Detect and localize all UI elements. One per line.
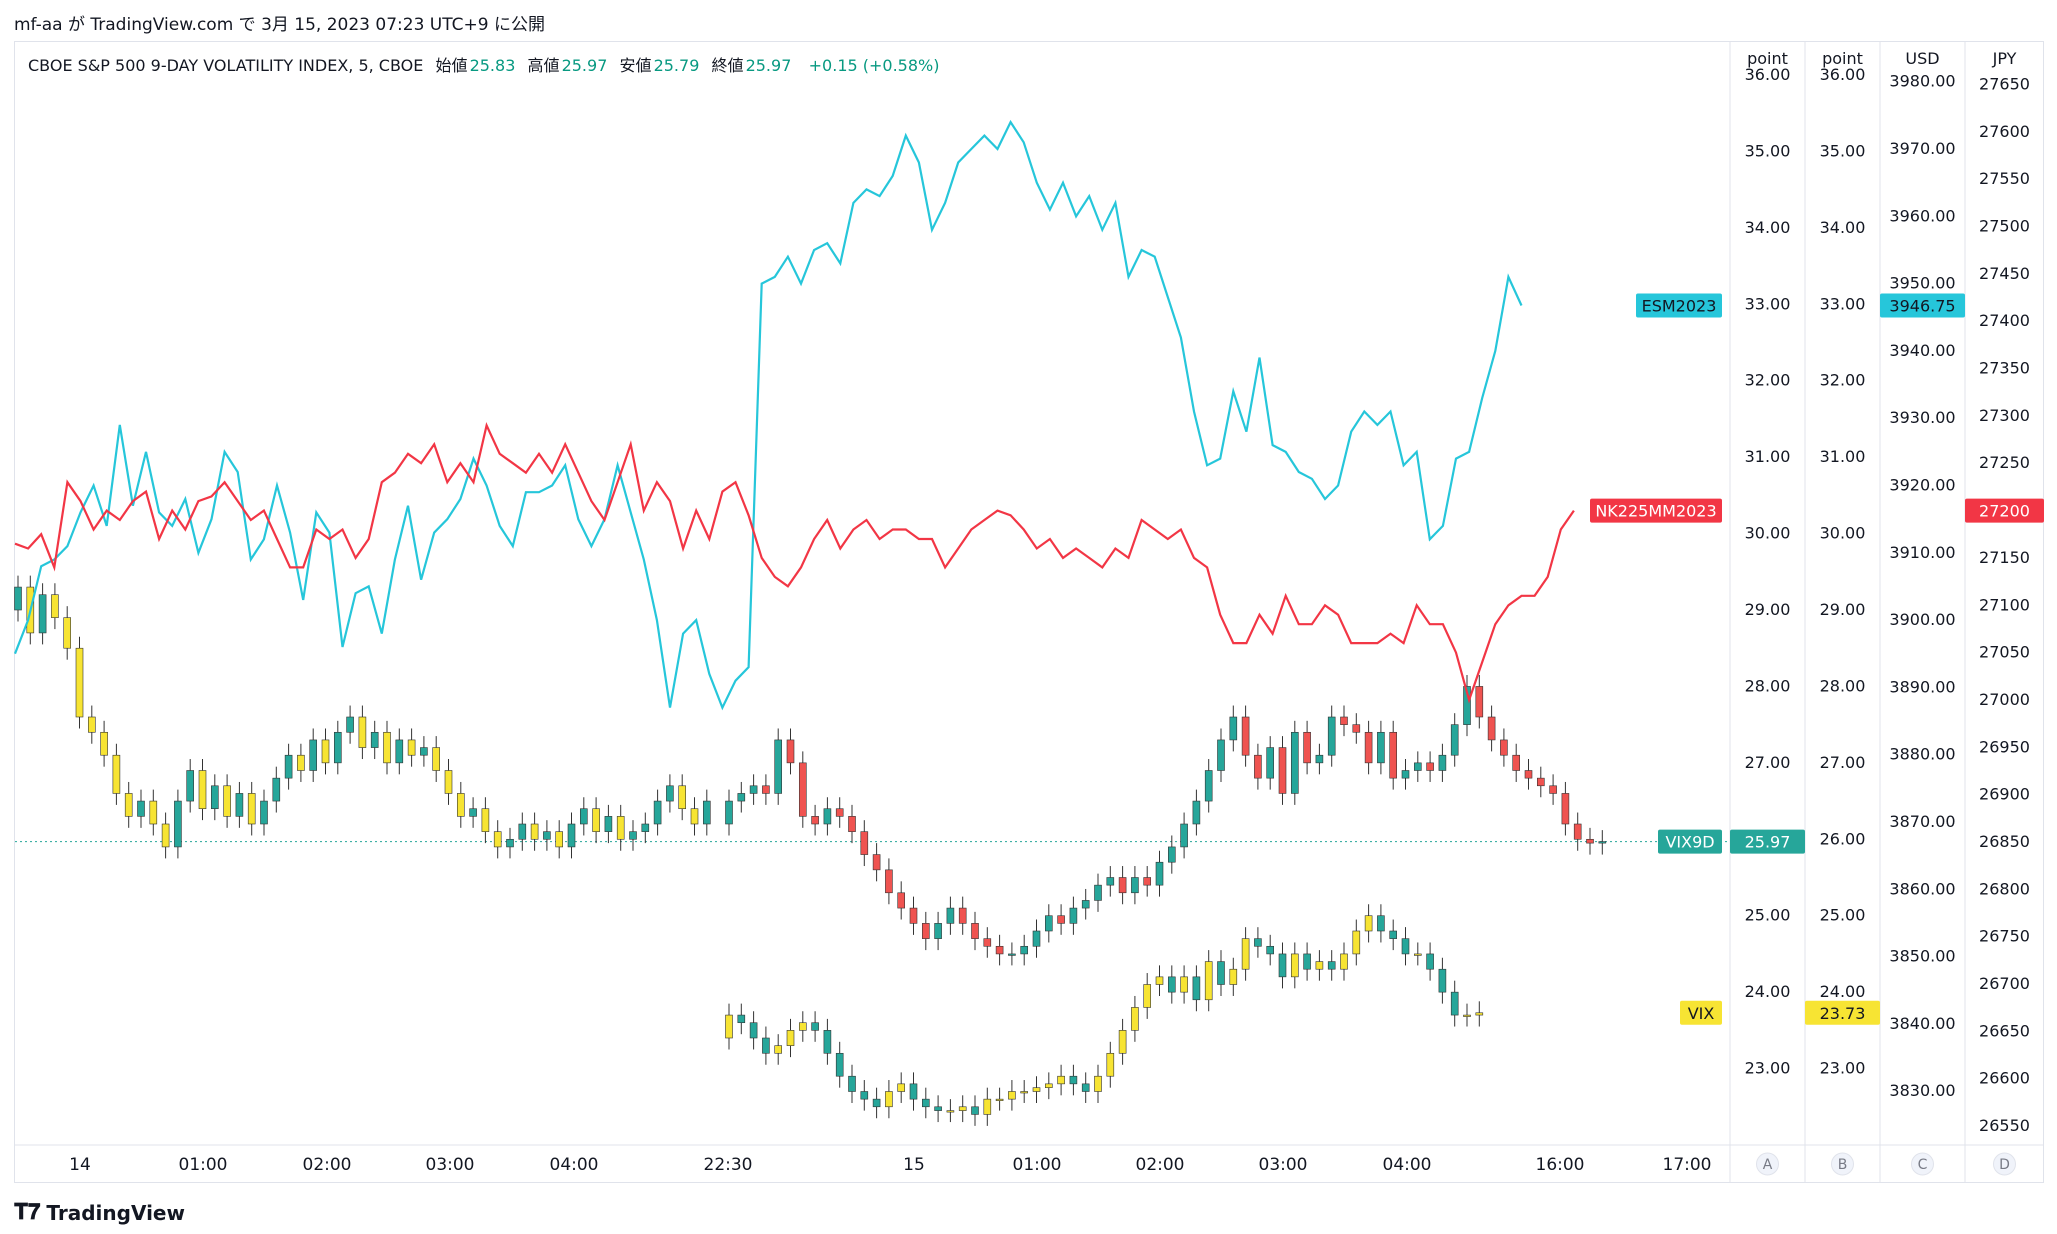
legend-low-label: 安値 bbox=[619, 56, 652, 75]
legend-close-label: 終値 bbox=[711, 56, 744, 75]
chart-frame[interactable] bbox=[14, 41, 2044, 1183]
legend-high-value: 25.97 bbox=[561, 56, 608, 75]
legend-open-value: 25.83 bbox=[469, 56, 516, 75]
published-by-header: mf-aa が TradingView.com で 3月 15, 2023 07… bbox=[14, 15, 545, 35]
tradingview-logo-icon: 𝐓𝟕 bbox=[14, 1200, 41, 1225]
legend-symbol[interactable]: CBOE S&P 500 9-DAY VOLATILITY INDEX, 5, … bbox=[28, 56, 424, 75]
symbol-legend: CBOE S&P 500 9-DAY VOLATILITY INDEX, 5, … bbox=[28, 52, 941, 76]
legend-change-value: +0.15 (+0.58%) bbox=[808, 56, 940, 75]
legend-open-label: 始値 bbox=[435, 56, 468, 75]
legend-close-value: 25.97 bbox=[745, 56, 792, 75]
legend-low-value: 25.79 bbox=[653, 56, 700, 75]
brand-label: TradingView bbox=[46, 1200, 185, 1225]
legend-high-label: 高値 bbox=[527, 56, 560, 75]
tradingview-brand[interactable]: 𝐓𝟕 TradingView bbox=[14, 1200, 185, 1225]
